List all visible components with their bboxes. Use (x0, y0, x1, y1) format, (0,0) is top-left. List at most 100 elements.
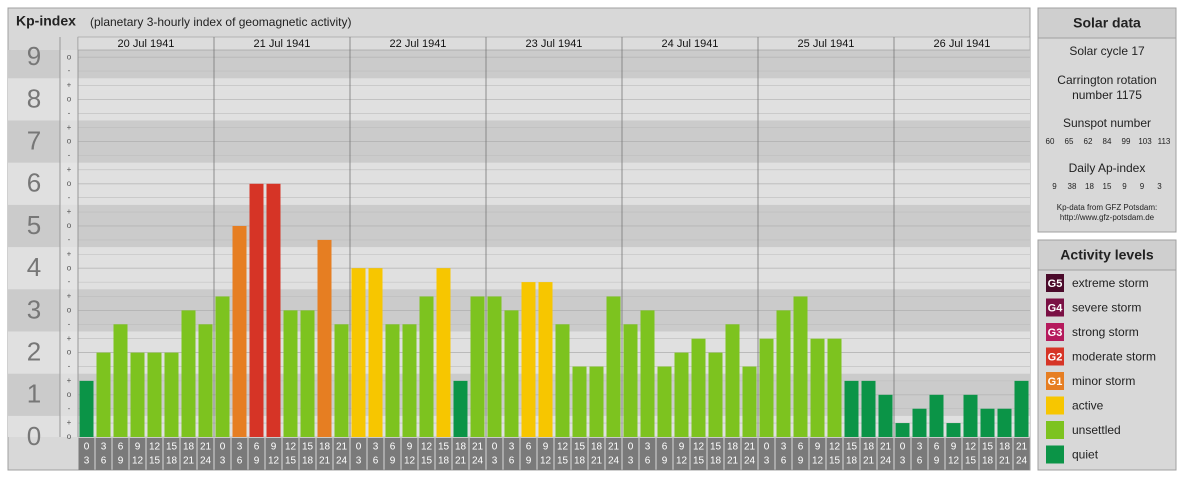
x-label-box (146, 438, 163, 470)
legend-label: minor storm (1072, 374, 1135, 388)
minor-tick-label: o (67, 221, 72, 230)
x-label-box (112, 438, 129, 470)
x-tick-label: 18 (574, 456, 586, 467)
bar (385, 324, 400, 437)
x-tick-label: 21 (999, 456, 1011, 467)
x-tick-label: 9 (815, 442, 821, 453)
x-tick-label: 18 (319, 442, 331, 453)
x-tick-label: 21 (472, 442, 484, 453)
x-tick-label: 6 (118, 442, 124, 453)
bar (487, 296, 502, 437)
bar (827, 338, 842, 437)
x-tick-label: 6 (373, 456, 379, 467)
bar (878, 394, 893, 437)
x-label-box (996, 438, 1013, 470)
x-label-box (826, 438, 843, 470)
bar (419, 296, 434, 437)
bar (317, 239, 332, 437)
minor-tick-label: o (67, 137, 72, 146)
legend-label: moderate storm (1072, 350, 1156, 364)
minor-tick-label: o (67, 306, 72, 315)
x-label-box (554, 438, 571, 470)
x-label-box (418, 438, 435, 470)
x-label-box (180, 438, 197, 470)
x-label-box (129, 438, 146, 470)
y-tick-label: 3 (27, 294, 41, 324)
minor-tick-label: + (67, 207, 72, 216)
x-tick-label: 9 (526, 456, 532, 467)
panel-title: Activity levels (1060, 247, 1154, 263)
y-tick-label: 8 (27, 83, 41, 113)
legend-swatch (1046, 396, 1064, 415)
x-tick-label: 24 (744, 456, 756, 467)
bar (912, 408, 927, 437)
x-tick-label: 21 (319, 456, 331, 467)
minor-tick-label: - (68, 193, 71, 202)
bar (572, 366, 587, 437)
bar (351, 268, 366, 437)
x-tick-label: 24 (200, 456, 212, 467)
x-tick-label: 9 (254, 456, 260, 467)
bar (283, 310, 298, 437)
x-tick-label: 0 (900, 442, 906, 453)
y-tick-label: 0 (27, 421, 41, 451)
x-tick-label: 15 (982, 442, 994, 453)
minor-tick-label: + (67, 292, 72, 301)
legend-badge: G3 (1048, 327, 1063, 339)
x-tick-label: 21 (863, 456, 875, 467)
x-tick-label: 18 (710, 456, 722, 467)
bar (538, 282, 553, 437)
x-tick-label: 9 (543, 442, 549, 453)
x-label-box (282, 438, 299, 470)
x-tick-label: 15 (693, 456, 705, 467)
x-tick-label: 12 (268, 456, 280, 467)
bar (113, 324, 128, 437)
x-tick-label: 15 (285, 456, 297, 467)
bar (249, 183, 264, 437)
x-tick-label: 18 (591, 442, 603, 453)
legend-label: extreme storm (1072, 276, 1149, 290)
x-tick-label: 18 (166, 456, 178, 467)
x-label-box (741, 438, 758, 470)
x-tick-label: 3 (373, 442, 379, 453)
y-tick-label: 5 (27, 210, 41, 240)
x-tick-label: 6 (662, 442, 668, 453)
minor-tick-label: - (68, 362, 71, 371)
carrington: number 1175 (1072, 88, 1142, 102)
x-tick-label: 15 (302, 442, 314, 453)
bar (623, 324, 638, 437)
y-tick-label: 9 (27, 41, 41, 71)
sunspot-value: 60 (1046, 137, 1055, 146)
minor-tick-label: o (67, 432, 72, 441)
legend-swatch (1046, 323, 1064, 341)
bar (844, 380, 859, 437)
carrington: Carrington rotation (1057, 73, 1156, 87)
bar (793, 296, 808, 437)
x-tick-label: 6 (934, 442, 940, 453)
x-tick-label: 3 (101, 442, 107, 453)
x-tick-label: 24 (1016, 456, 1028, 467)
bar (215, 296, 230, 437)
date-label: 23 Jul 1941 (526, 38, 583, 50)
chart-title: Kp-index (16, 13, 76, 29)
x-label-box (588, 438, 605, 470)
x-label-box (537, 438, 554, 470)
bar (402, 324, 417, 437)
x-tick-label: 0 (220, 442, 226, 453)
panel-header (1037, 7, 1177, 39)
bar (232, 225, 247, 437)
x-tick-label: 3 (356, 456, 362, 467)
x-tick-label: 0 (356, 442, 362, 453)
minor-tick-label: + (67, 81, 72, 90)
minor-tick-label: + (67, 376, 72, 385)
x-label-box (197, 438, 214, 470)
solar-cycle: Solar cycle 17 (1069, 44, 1145, 58)
x-tick-label: 6 (645, 456, 651, 467)
ap-value: 9 (1052, 182, 1057, 191)
x-label-box (979, 438, 996, 470)
ap-value: 3 (1157, 182, 1162, 191)
bar (521, 282, 536, 437)
minor-tick-label: o (67, 94, 72, 103)
x-tick-label: 21 (744, 442, 756, 453)
sunspot-value: 99 (1122, 137, 1131, 146)
